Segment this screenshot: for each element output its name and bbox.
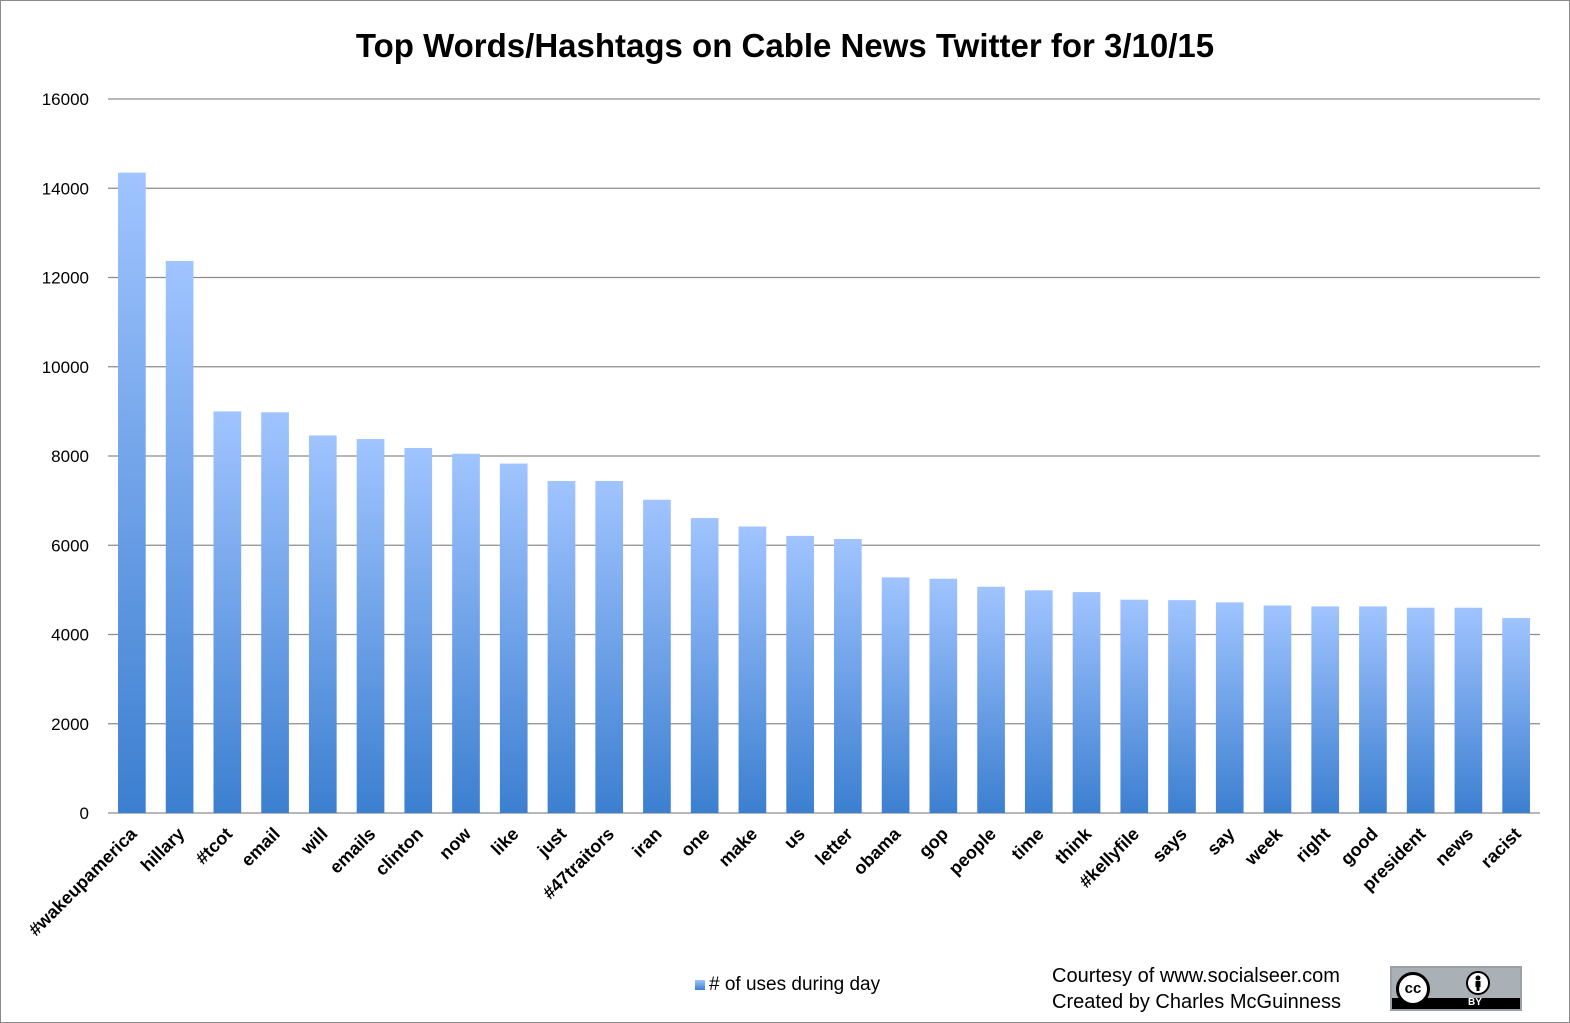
bar [1168,600,1196,813]
x-category-label: good [1337,824,1382,869]
legend-swatch [695,980,705,990]
by-label: BY [1468,997,1482,1008]
x-category-label: obama [849,823,905,879]
bar [786,535,814,813]
bar [1311,606,1340,813]
bar [738,526,767,813]
x-category-label: email [237,824,284,871]
y-tick-label: 0 [80,804,89,823]
credit-line-courtesy: Courtesy of www.socialseer.com [1052,965,1340,987]
x-category-label: people [945,824,1000,879]
x-category-label: hillary [137,824,189,876]
bar [1263,605,1292,813]
bar [1359,606,1387,813]
bar [213,411,242,813]
x-category-label: will [296,824,331,859]
cc-circle-icon: cc [1396,972,1430,1006]
bar [499,463,528,813]
bar [834,539,862,813]
bar [1215,602,1244,813]
bar [929,578,958,813]
bar [1120,599,1149,813]
bar [1406,607,1435,813]
credit-line-author: Created by Charles McGuinness [1052,991,1342,1013]
bar [118,172,146,814]
bar [547,480,576,813]
x-category-label: just [533,824,570,861]
x-category-label: gop [915,824,952,861]
y-tick-label: 6000 [51,536,89,555]
bar [881,577,910,813]
bars [118,172,1530,814]
bar [261,412,289,813]
bar [404,447,433,813]
bar [690,518,719,813]
x-category-label: clinton [371,824,427,880]
x-category-label: say [1203,824,1238,859]
y-tick-label: 16000 [42,90,89,109]
bar [1502,617,1530,813]
y-tick-label: 2000 [51,715,89,734]
bar [977,586,1005,813]
x-category-label: now [435,823,475,863]
gridlines [108,98,1540,814]
x-category-label: #tcot [192,824,237,869]
bar [452,453,480,813]
credits: Courtesy of www.socialseer.com Created b… [1052,963,1341,1015]
bar [595,480,624,813]
x-category-label: #wakeupamerica [25,823,142,940]
x-category-label: week [1240,823,1287,870]
x-category-label: us [780,824,809,853]
bar [1454,607,1483,813]
x-category-label: letter [811,824,856,869]
x-category-label: right [1292,824,1334,866]
x-category-label: one [677,824,714,861]
y-tick-label: 10000 [42,358,89,377]
legend: # of uses during day [695,974,880,996]
x-category-label: iran [628,824,665,861]
x-category-label: says [1148,824,1190,866]
y-tick-label: 4000 [51,626,89,645]
x-category-label: racist [1477,824,1525,872]
bar [165,260,194,813]
y-axis-ticks: 0 2000 4000 6000 8000 10000 12000 14000 16000 [42,90,89,823]
x-category-label: like [487,824,522,859]
bar [308,435,337,813]
bar [643,499,671,813]
bar [1072,592,1101,813]
legend-label: # of uses during day [709,974,881,995]
person-icon [1466,971,1490,995]
x-category-label: emails [326,824,380,878]
x-category-label: news [1431,824,1477,870]
bar [356,439,385,813]
creative-commons-by-icon: cc BY [1390,966,1522,1011]
y-tick-label: 12000 [42,269,89,288]
x-category-label: make [715,824,762,871]
bar [1024,590,1053,813]
x-category-label: think [1051,823,1096,868]
y-tick-label: 14000 [42,179,89,198]
x-category-label: time [1007,824,1047,864]
chart-title: Top Words/Hashtags on Cable News Twitter… [355,27,1215,64]
y-tick-label: 8000 [51,447,89,466]
